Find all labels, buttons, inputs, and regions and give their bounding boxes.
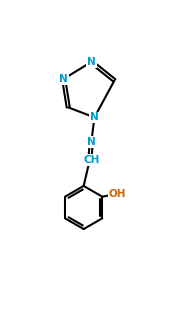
- Text: N: N: [59, 74, 68, 84]
- Text: N: N: [87, 137, 96, 147]
- Text: N: N: [87, 57, 96, 67]
- Text: CH: CH: [83, 155, 100, 165]
- Text: N: N: [90, 112, 99, 123]
- Text: OH: OH: [109, 189, 127, 199]
